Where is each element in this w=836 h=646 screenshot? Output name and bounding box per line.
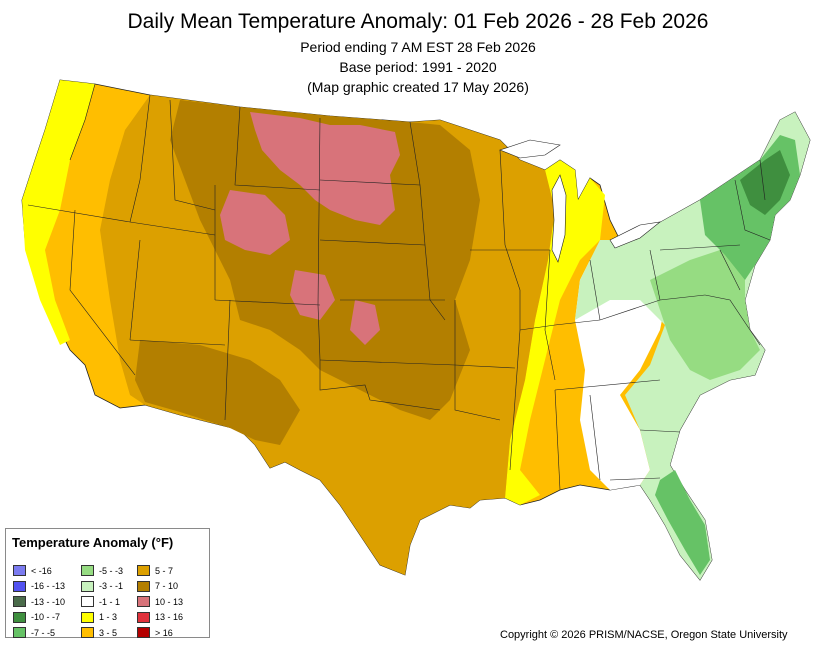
legend-column-2: -5 - -3 -3 - -1 -1 - 1 1 - 3 3 - 5 (81, 563, 123, 641)
zone-colorado-10-13 (290, 270, 335, 320)
legend-label: 7 - 10 (155, 581, 179, 592)
legend-item: -10 - -7 (13, 610, 65, 626)
legend-swatch (137, 565, 150, 577)
legend-title: Temperature Anomaly (°F) (12, 535, 174, 550)
legend-label: 5 - 7 (155, 565, 174, 576)
legend-swatch (13, 565, 26, 577)
legend-item: -5 - -3 (81, 563, 123, 579)
legend-swatch (137, 580, 150, 592)
legend-label: -10 - -7 (31, 612, 61, 623)
zone-newengland-10-7 (740, 150, 790, 215)
zone-lakes-yellow (505, 160, 605, 505)
zone-plains-7-10 (170, 100, 480, 420)
legend-label: < -16 (31, 565, 52, 576)
legend-label: -7 - -5 (31, 627, 56, 638)
legend-item: 7 - 10 (137, 579, 183, 595)
legend-label: -13 - -10 (31, 596, 66, 607)
legend-swatch (81, 565, 94, 577)
legend-item: -3 - -1 (81, 579, 123, 595)
base-period-subtitle: Base period: 1991 - 2020 (339, 59, 497, 75)
legend-swatch (13, 611, 26, 623)
zone-kansas-10-13 (350, 300, 380, 345)
legend-item: > 16 (137, 625, 183, 641)
period-subtitle: Period ending 7 AM EST 28 Feb 2026 (300, 39, 536, 55)
legend-column-3: 5 - 7 7 - 10 10 - 13 13 - 16 > 16 (137, 563, 183, 641)
legend-swatch (81, 580, 94, 592)
lake-erie (609, 221, 662, 249)
legend-item: 10 - 13 (137, 594, 183, 610)
legend-item: -13 - -10 (13, 594, 65, 610)
legend-item: -7 - -5 (13, 625, 65, 641)
legend-item: < -16 (13, 563, 65, 579)
legend-swatch (81, 627, 94, 639)
legend-swatch (13, 627, 26, 639)
legend-swatch (137, 611, 150, 623)
zone-west-coast-yellow (22, 80, 95, 345)
zone-appalachian-5-3 (650, 250, 760, 380)
legend-item: 13 - 16 (137, 610, 183, 626)
state-boundaries (27, 83, 771, 491)
legend-item: -1 - 1 (81, 594, 123, 610)
legend-label: -16 - -13 (31, 581, 66, 592)
legend-swatch (81, 611, 94, 623)
legend-swatch (137, 596, 150, 608)
legend-item: 5 - 7 (137, 563, 183, 579)
legend-label: -5 - -3 (99, 565, 124, 576)
legend-label: 10 - 13 (155, 596, 184, 607)
lake-superior (499, 139, 561, 159)
legend-label: 13 - 16 (155, 612, 184, 623)
legend-label: 1 - 3 (99, 612, 118, 623)
zone-northern-plains-10-13 (250, 112, 400, 225)
legend-label: -3 - -1 (99, 581, 124, 592)
legend-label: -1 - 1 (99, 596, 121, 607)
copyright-text: Copyright © 2026 PRISM/NACSE, Oregon Sta… (500, 629, 788, 641)
legend-box: Temperature Anomaly (°F) < -16 -16 - -13 -… (5, 528, 210, 641)
legend-swatch (81, 596, 94, 608)
legend-swatch (13, 580, 26, 592)
legend-column-1: < -16 -16 - -13 -13 - -10 -10 - -7 -7 - -5 (13, 563, 65, 641)
legend-label: 3 - 5 (99, 627, 118, 638)
lake-michigan (551, 174, 567, 263)
zone-wyoming-10-13 (220, 190, 290, 255)
legend-swatch (137, 627, 150, 639)
zone-southwest-7-10 (135, 340, 300, 445)
legend-label: > 16 (155, 627, 173, 638)
legend-item: -16 - -13 (13, 579, 65, 595)
legend-item: 3 - 5 (81, 625, 123, 641)
zone-florida-7-5 (655, 470, 710, 575)
created-subtitle: (Map graphic created 17 May 2026) (307, 79, 529, 95)
map-title: Daily Mean Temperature Anomaly: 01 Feb 2… (127, 10, 709, 33)
legend-item: 1 - 3 (81, 610, 123, 626)
legend-swatch (13, 596, 26, 608)
